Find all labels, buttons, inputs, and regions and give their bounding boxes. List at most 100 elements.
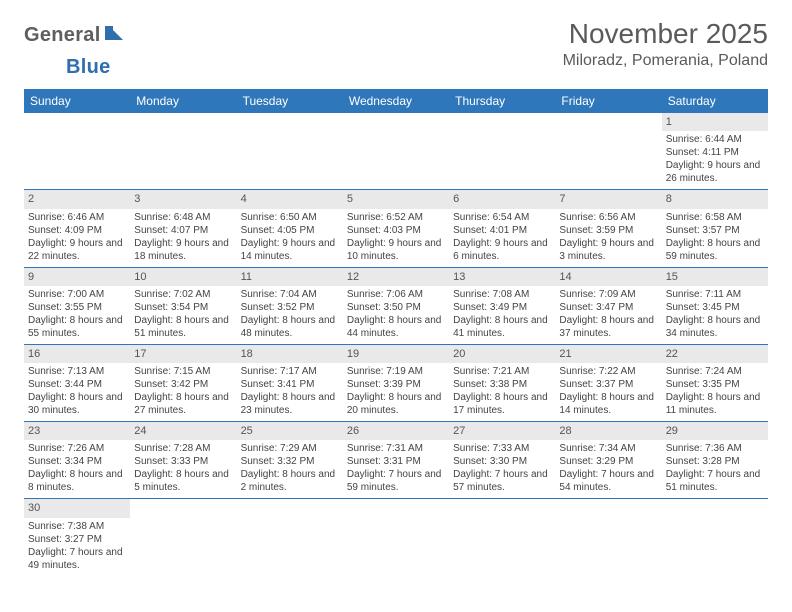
weekday-header: Thursday — [449, 89, 555, 113]
calendar-week-row: 30 Sunrise: 7:38 AMSunset: 3:27 PMDayligh… — [24, 499, 768, 576]
calendar-day-cell: 19Sunrise: 7:19 AMSunset: 3:39 PMDayligh… — [343, 344, 449, 421]
day-info: Sunrise: 7:08 AMSunset: 3:49 PMDaylight:… — [453, 288, 551, 340]
day-number: 12 — [343, 268, 449, 286]
calendar-page: General November 2025 Miloradz, Pomerani… — [0, 0, 792, 594]
daylight-text: Daylight: 8 hours and 41 minutes. — [453, 314, 551, 340]
daylight-text: Daylight: 8 hours and 5 minutes. — [134, 468, 232, 494]
day-info: Sunrise: 7:24 AMSunset: 3:35 PMDaylight:… — [666, 365, 764, 417]
sunrise-text: Sunrise: 7:36 AM — [666, 442, 764, 455]
calendar-day-cell: 3 Sunrise: 6:48 AMSunset: 4:07 PMDaylight… — [130, 190, 236, 267]
calendar-day-cell: 6Sunrise: 6:54 AMSunset: 4:01 PMDaylight… — [449, 190, 555, 267]
day-info: Sunrise: 6:48 AMSunset: 4:07 PMDaylight:… — [134, 211, 232, 263]
calendar-day-cell: 1 Sunrise: 6:44 AMSunset: 4:11 PMDaylight… — [662, 113, 768, 190]
day-number: 30 — [24, 499, 130, 517]
daylight-text: Daylight: 9 hours and 22 minutes. — [28, 237, 126, 263]
sunset-text: Sunset: 4:03 PM — [347, 224, 445, 237]
sunrise-text: Sunrise: 7:29 AM — [241, 442, 339, 455]
calendar-week-row: 23Sunrise: 7:26 AMSunset: 3:34 PMDayligh… — [24, 422, 768, 499]
day-info: Sunrise: 7:38 AMSunset: 3:27 PMDaylight:… — [28, 520, 126, 572]
weekday-header: Friday — [555, 89, 661, 113]
day-number: 5 — [343, 190, 449, 208]
calendar-day-cell: 24 Sunrise: 7:28 AMSunset: 3:33 PMDayligh… — [130, 422, 236, 499]
day-number: 24 — [130, 422, 236, 440]
day-info: Sunrise: 6:44 AMSunset: 4:11 PMDaylight:… — [666, 133, 764, 185]
calendar-day-cell: 27Sunrise: 7:33 AMSunset: 3:30 PMDayligh… — [449, 422, 555, 499]
day-number: 13 — [449, 268, 555, 286]
sunrise-text: Sunrise: 6:44 AM — [666, 133, 764, 146]
day-number: 17 — [130, 345, 236, 363]
calendar-day-cell: 15Sunrise: 7:11 AMSunset: 3:45 PMDayligh… — [662, 267, 768, 344]
daylight-text: Daylight: 7 hours and 51 minutes. — [666, 468, 764, 494]
daylight-text: Daylight: 9 hours and 26 minutes. — [666, 159, 764, 185]
calendar-empty-cell — [237, 499, 343, 576]
sunrise-text: Sunrise: 7:21 AM — [453, 365, 551, 378]
sunset-text: Sunset: 3:33 PM — [134, 455, 232, 468]
sunset-text: Sunset: 3:31 PM — [347, 455, 445, 468]
sunset-text: Sunset: 3:39 PM — [347, 378, 445, 391]
day-number: 20 — [449, 345, 555, 363]
daylight-text: Daylight: 8 hours and 51 minutes. — [134, 314, 232, 340]
calendar-empty-cell — [343, 113, 449, 190]
day-number: 11 — [237, 268, 343, 286]
calendar-day-cell: 30 Sunrise: 7:38 AMSunset: 3:27 PMDayligh… — [24, 499, 130, 576]
day-info: Sunrise: 6:50 AMSunset: 4:05 PMDaylight:… — [241, 211, 339, 263]
day-number: 16 — [24, 345, 130, 363]
weekday-header: Monday — [130, 89, 236, 113]
sunset-text: Sunset: 3:54 PM — [134, 301, 232, 314]
daylight-text: Daylight: 8 hours and 30 minutes. — [28, 391, 126, 417]
calendar-body: 1Sunrise: 6:44 AMSunset: 4:11 PMDaylight… — [24, 113, 768, 576]
sunrise-text: Sunrise: 7:28 AM — [134, 442, 232, 455]
daylight-text: Daylight: 7 hours and 49 minutes. — [28, 546, 126, 572]
daylight-text: Daylight: 8 hours and 20 minutes. — [347, 391, 445, 417]
sunset-text: Sunset: 3:44 PM — [28, 378, 126, 391]
calendar-day-cell: 25Sunrise: 7:29 AMSunset: 3:32 PMDayligh… — [237, 422, 343, 499]
day-number: 3 — [130, 190, 236, 208]
day-number: 8 — [662, 190, 768, 208]
sunrise-text: Sunrise: 7:33 AM — [453, 442, 551, 455]
day-info: Sunrise: 7:11 AMSunset: 3:45 PMDaylight:… — [666, 288, 764, 340]
calendar-day-cell: 26Sunrise: 7:31 AMSunset: 3:31 PMDayligh… — [343, 422, 449, 499]
sunrise-text: Sunrise: 7:17 AM — [241, 365, 339, 378]
calendar-week-row: 16Sunrise: 7:13 AMSunset: 3:44 PMDayligh… — [24, 344, 768, 421]
calendar-empty-cell — [343, 499, 449, 576]
sunset-text: Sunset: 3:42 PM — [134, 378, 232, 391]
calendar-day-cell: 7Sunrise: 6:56 AMSunset: 3:59 PMDaylight… — [555, 190, 661, 267]
calendar-day-cell: 28Sunrise: 7:34 AMSunset: 3:29 PMDayligh… — [555, 422, 661, 499]
logo: General — [24, 18, 127, 47]
calendar-day-cell: 11Sunrise: 7:04 AMSunset: 3:52 PMDayligh… — [237, 267, 343, 344]
sunset-text: Sunset: 3:27 PM — [28, 533, 126, 546]
sunrise-text: Sunrise: 7:04 AM — [241, 288, 339, 301]
sunset-text: Sunset: 3:55 PM — [28, 301, 126, 314]
day-number: 26 — [343, 422, 449, 440]
calendar-day-cell: 13 Sunrise: 7:08 AMSunset: 3:49 PMDayligh… — [449, 267, 555, 344]
daylight-text: Daylight: 9 hours and 6 minutes. — [453, 237, 551, 263]
day-info: Sunrise: 6:52 AMSunset: 4:03 PMDaylight:… — [347, 211, 445, 263]
calendar-header-row: SundayMondayTuesdayWednesdayThursdayFrid… — [24, 89, 768, 113]
sunset-text: Sunset: 3:59 PM — [559, 224, 657, 237]
sunrise-text: Sunrise: 7:11 AM — [666, 288, 764, 301]
day-info: Sunrise: 7:34 AMSunset: 3:29 PMDaylight:… — [559, 442, 657, 494]
calendar-day-cell: 10Sunrise: 7:02 AMSunset: 3:54 PMDayligh… — [130, 267, 236, 344]
calendar-day-cell: 14Sunrise: 7:09 AMSunset: 3:47 PMDayligh… — [555, 267, 661, 344]
calendar-week-row: 1 Sunrise: 6:44 AMSunset: 4:11 PMDaylight… — [24, 113, 768, 190]
day-number: 6 — [449, 190, 555, 208]
daylight-text: Daylight: 8 hours and 14 minutes. — [559, 391, 657, 417]
calendar-day-cell: 18Sunrise: 7:17 AMSunset: 3:41 PMDayligh… — [237, 344, 343, 421]
sunrise-text: Sunrise: 7:26 AM — [28, 442, 126, 455]
day-info: Sunrise: 7:29 AMSunset: 3:32 PMDaylight:… — [241, 442, 339, 494]
sunset-text: Sunset: 4:05 PM — [241, 224, 339, 237]
sunset-text: Sunset: 4:11 PM — [666, 146, 764, 159]
sunrise-text: Sunrise: 6:46 AM — [28, 211, 126, 224]
calendar-day-cell: 17Sunrise: 7:15 AMSunset: 3:42 PMDayligh… — [130, 344, 236, 421]
sunset-text: Sunset: 3:29 PM — [559, 455, 657, 468]
sunrise-text: Sunrise: 7:02 AM — [134, 288, 232, 301]
sunset-text: Sunset: 3:52 PM — [241, 301, 339, 314]
weekday-header: Saturday — [662, 89, 768, 113]
sunrise-text: Sunrise: 7:34 AM — [559, 442, 657, 455]
daylight-text: Daylight: 8 hours and 55 minutes. — [28, 314, 126, 340]
weekday-header: Wednesday — [343, 89, 449, 113]
sunrise-text: Sunrise: 7:31 AM — [347, 442, 445, 455]
day-number: 1 — [662, 113, 768, 131]
sunrise-text: Sunrise: 6:58 AM — [666, 211, 764, 224]
calendar-table: SundayMondayTuesdayWednesdayThursdayFrid… — [24, 89, 768, 576]
